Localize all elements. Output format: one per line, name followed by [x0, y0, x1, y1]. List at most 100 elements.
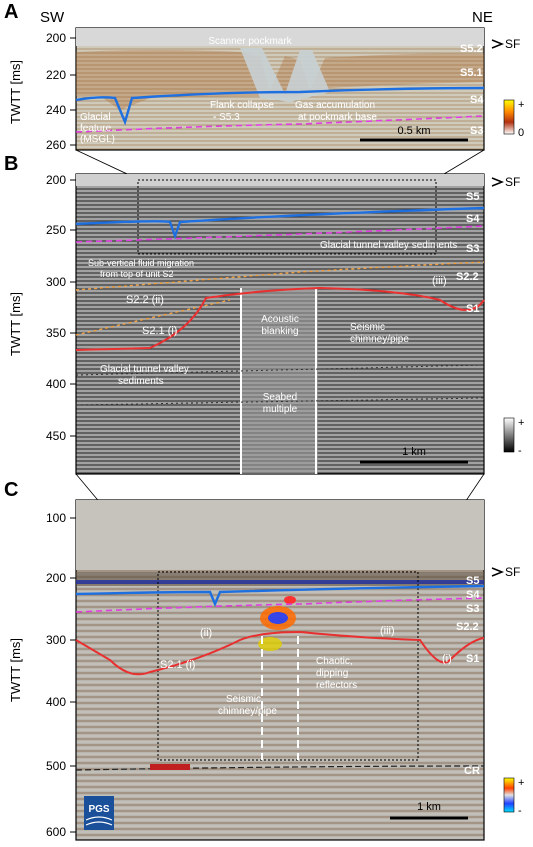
panel-a: A 200 220 240 260 TWTT [ms] Scanner pock… [4, 1, 524, 152]
annotation-pockmark-base: at pockmark base [298, 112, 377, 123]
annotation-chaotic: Chaotic, [316, 656, 353, 667]
panel-c-ylabel: TWTT [ms] [8, 638, 23, 702]
unit-s22-c: S2.2 [456, 621, 479, 633]
unit-s4-a: S4 [470, 94, 484, 106]
colorbar-a-bottom: 0 [518, 127, 524, 139]
panel-c-tick-500: 500 [46, 759, 66, 773]
unit-s1-b: S1 [466, 303, 479, 315]
panel-b-tick-350: 350 [46, 326, 66, 340]
colorbar-a-top: + [518, 99, 524, 111]
unit-s4-b: S4 [466, 213, 480, 225]
annotation-glacial: Glacial [80, 112, 111, 123]
panel-a-tick-240: 240 [46, 103, 66, 117]
annotation-chimney-pipe-c: chimney/pipe [218, 706, 277, 717]
annotation-seismic-b: Seismic [350, 322, 385, 333]
sf-arrow-b [491, 177, 505, 187]
panel-b-tick-300: 300 [46, 275, 66, 289]
unit-cr-c: CR [464, 765, 480, 777]
annotation-dipping: dipping [316, 668, 348, 679]
annotation-chimney-pipe-b: chimney/pipe [350, 334, 409, 345]
annotation-ii-c: (ii) [200, 627, 212, 639]
annotation-scanner-pockmark: Scanner pockmark [208, 36, 292, 47]
unit-s3-b: S3 [466, 243, 479, 255]
pockmark-trough [240, 48, 330, 102]
cr-horizon [75, 765, 485, 771]
annotation-reflectors: reflectors [316, 680, 357, 691]
annotation-feature: feature [80, 123, 112, 134]
annotation-s21-i-c: S2.1 (i) [160, 659, 195, 671]
s3-horizon-a [75, 115, 485, 133]
colorbar-c-bottom: - [518, 805, 522, 817]
annotation-s21-i: S2.1 (i) [142, 325, 177, 337]
annotation-flank-collapse: Flank collapse [210, 100, 274, 111]
panel-b-tick-450: 450 [46, 429, 66, 443]
unit-s3-c: S3 [466, 603, 479, 615]
annotation-acoustic: Acoustic [261, 314, 299, 325]
orientation-left: SW [40, 9, 65, 26]
gas-anomaly [258, 596, 296, 651]
s2-sub-horizon-b [75, 299, 231, 336]
unit-sf-c: SF [505, 565, 520, 579]
s1-horizon-c [75, 630, 485, 676]
annotation-iii-b: (iii) [432, 275, 447, 287]
s2-horizon-b [75, 261, 485, 291]
pgs-logo: PGS [84, 796, 114, 830]
panel-c-tick-300: 300 [46, 633, 66, 647]
annotation-flank-collapse-unit: - S5.3 [213, 112, 240, 123]
colorbar-c-top: + [518, 777, 524, 789]
unit-s22-b: S2.2 [456, 271, 479, 283]
panel-c-tick-200: 200 [46, 571, 66, 585]
panel-c-tick-400: 400 [46, 695, 66, 709]
s3-horizon-c [75, 597, 485, 613]
panel-a-tick-220: 220 [46, 68, 66, 82]
annotation-s22-ii: S2.2 (ii) [126, 294, 164, 306]
annotation-msgl: (MSGL) [80, 134, 115, 145]
scalebar-a-label: 0.5 km [397, 125, 430, 137]
annotation-multiple: multiple [263, 404, 298, 415]
colorbar-c [503, 777, 515, 813]
panel-c-inset-box [157, 571, 419, 761]
unit-sf-a: SF [505, 37, 520, 51]
panel-a-tick-200: 200 [46, 31, 66, 45]
acoustic-blanking-zone [240, 288, 318, 474]
annotation-i-c: (i) [442, 653, 452, 665]
annotation-sediments-low: sediments [118, 376, 164, 387]
colorbar-b-bottom: - [518, 445, 522, 457]
sf-arrow-c [491, 567, 505, 577]
annotation-gas-accumulation: Gas accumulation [295, 100, 375, 111]
panel-c-water-column [76, 500, 484, 570]
unit-s51-a: S5.1 [460, 67, 483, 79]
unit-s1-c: S1 [466, 653, 479, 665]
multiple-horizon-1 [75, 364, 485, 376]
panel-c-letter: C [4, 479, 18, 501]
orientation-right: NE [472, 9, 493, 26]
pgs-logo-text: PGS [88, 804, 109, 815]
scalebar-b-label: 1 km [402, 446, 426, 458]
s1-horizon-b [75, 286, 485, 351]
panel-a-water-column [76, 28, 484, 46]
unit-s5-c: S5 [466, 575, 479, 587]
annotation-seabed: Seabed [263, 392, 297, 403]
annotation-glacial-tunnel-valley-top: Glacial tunnel valley sediments [320, 240, 457, 251]
panel-b-tick-250: 250 [46, 223, 66, 237]
panel-c-tick-600: 600 [46, 825, 66, 839]
multiple-horizon-2 [75, 397, 485, 406]
panel-c-ticks [70, 517, 76, 833]
panel-b-tick-400: 400 [46, 377, 66, 391]
panel-b-letter: B [4, 153, 18, 175]
unit-s52-a: S5.2 [460, 43, 483, 55]
sf-arrow-a [491, 39, 505, 49]
scalebar-c-label: 1 km [417, 801, 441, 813]
annotation-fluid-migration-unit: from top of unit S2 [100, 269, 174, 279]
cr-anomaly [150, 764, 190, 770]
annotation-glacial-tunnel-valley-low: Glacial tunnel valley [100, 364, 189, 375]
s4-horizon-b [75, 206, 485, 240]
panel-a-letter: A [4, 1, 18, 23]
panel-b: B 200 250 300 350 400 450 TWTT [ms] Glac… [4, 153, 524, 475]
annotation-seismic-c: Seismic [226, 694, 261, 705]
panel-a-tick-260: 260 [46, 138, 66, 152]
panel-b-ylabel: TWTT [ms] [8, 292, 23, 356]
colorbar-b-top: + [518, 417, 524, 429]
unit-s5-b: S5 [466, 191, 479, 203]
